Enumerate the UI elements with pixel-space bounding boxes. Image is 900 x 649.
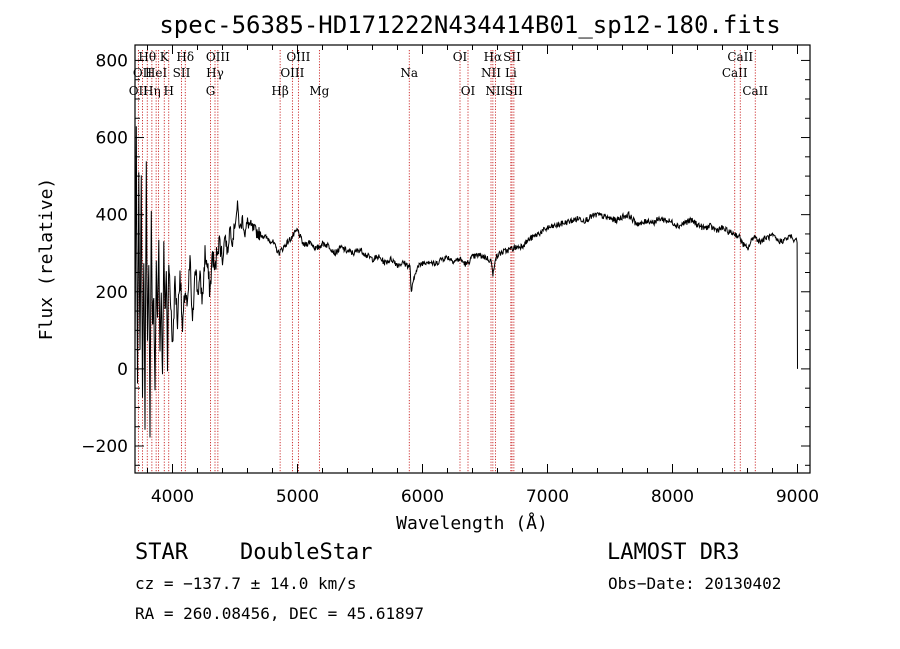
observation-date: Obs−Date: 20130402 — [608, 574, 781, 593]
line-label: Hγ — [206, 66, 224, 80]
x-tick-label: 7000 — [526, 487, 569, 507]
x-tick-label: 8000 — [651, 487, 694, 507]
line-label: Hη — [143, 84, 161, 98]
line-label: OI — [461, 84, 476, 98]
line-label: CaII — [742, 84, 768, 98]
plot-frame — [134, 44, 811, 474]
chart-title: spec-56385-HD171222N434414B01_sp12-180.f… — [159, 11, 780, 39]
y-tick-label: 800 — [96, 51, 128, 71]
line-label: Na — [400, 66, 418, 80]
line-label: Li — [505, 66, 517, 80]
line-label: OIII — [286, 50, 310, 64]
y-tick-label: 0 — [117, 360, 128, 380]
line-label: OIII — [206, 50, 230, 64]
line-label: Hθ — [138, 50, 156, 64]
line-label: OI — [453, 50, 468, 64]
x-tick-label: 5000 — [276, 487, 319, 507]
line-label: OIII — [280, 66, 304, 80]
line-label: SII — [503, 50, 521, 64]
line-label: Hα — [484, 50, 503, 64]
x-tick-label: 9000 — [776, 487, 819, 507]
line-label: Hδ — [176, 50, 194, 64]
line-label: G — [206, 84, 216, 98]
line-label: Mg — [309, 84, 329, 98]
y-tick-label: 400 — [96, 206, 128, 226]
y-axis-label: Flux (relative) — [36, 178, 57, 341]
coordinates: RA = 260.08456, DEC = 45.61897 — [135, 604, 424, 623]
x-tick-label: 6000 — [401, 487, 444, 507]
line-label: H — [164, 84, 174, 98]
emission-line-markers: OII OII Hθ Hη HeI K H SII Hδ G Hγ OIII Hβ OIII OIII Mg N… — [129, 50, 768, 473]
redshift-velocity: cz = −137.7 ± 14.0 km/s — [135, 574, 357, 593]
x-axis-ticks: 4000 5000 6000 7000 8000 9000 — [147, 45, 819, 507]
line-label: Hβ — [271, 84, 288, 98]
line-label: OII — [133, 66, 153, 80]
y-tick-label: 600 — [96, 129, 128, 149]
line-label: NII — [485, 84, 505, 98]
line-label: NII — [481, 66, 501, 80]
line-label: K — [160, 50, 170, 64]
x-axis-label: Wavelength (Å) — [396, 512, 548, 534]
y-tick-label: 200 — [96, 283, 128, 303]
y-tick-label: −200 — [81, 437, 128, 457]
object-class: STAR — [135, 540, 189, 565]
y-axis-ticks: −200 0 200 400 600 800 — [81, 51, 810, 466]
line-label: CaII — [722, 66, 748, 80]
spectrum-series — [134, 126, 798, 438]
line-label: SII — [173, 66, 191, 80]
line-label: OII — [129, 84, 149, 98]
x-tick-label: 4000 — [151, 487, 194, 507]
line-label: SII — [505, 84, 523, 98]
line-label: CaII — [727, 50, 753, 64]
survey-name: LAMOST DR3 — [607, 540, 739, 565]
line-label: HeI — [145, 66, 168, 80]
spectrum-line — [134, 126, 798, 438]
object-subclass: DoubleStar — [240, 540, 372, 565]
